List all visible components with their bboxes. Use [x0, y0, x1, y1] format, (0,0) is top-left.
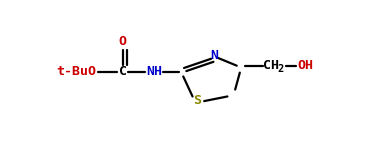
Text: N: N — [210, 49, 218, 62]
Text: C: C — [119, 65, 127, 78]
Text: OH: OH — [298, 59, 314, 72]
Text: t-BuO: t-BuO — [56, 65, 96, 78]
Text: 2: 2 — [278, 64, 284, 74]
Text: NH: NH — [146, 65, 162, 78]
Text: CH: CH — [263, 59, 279, 72]
Text: O: O — [119, 35, 127, 48]
Text: S: S — [193, 94, 201, 107]
